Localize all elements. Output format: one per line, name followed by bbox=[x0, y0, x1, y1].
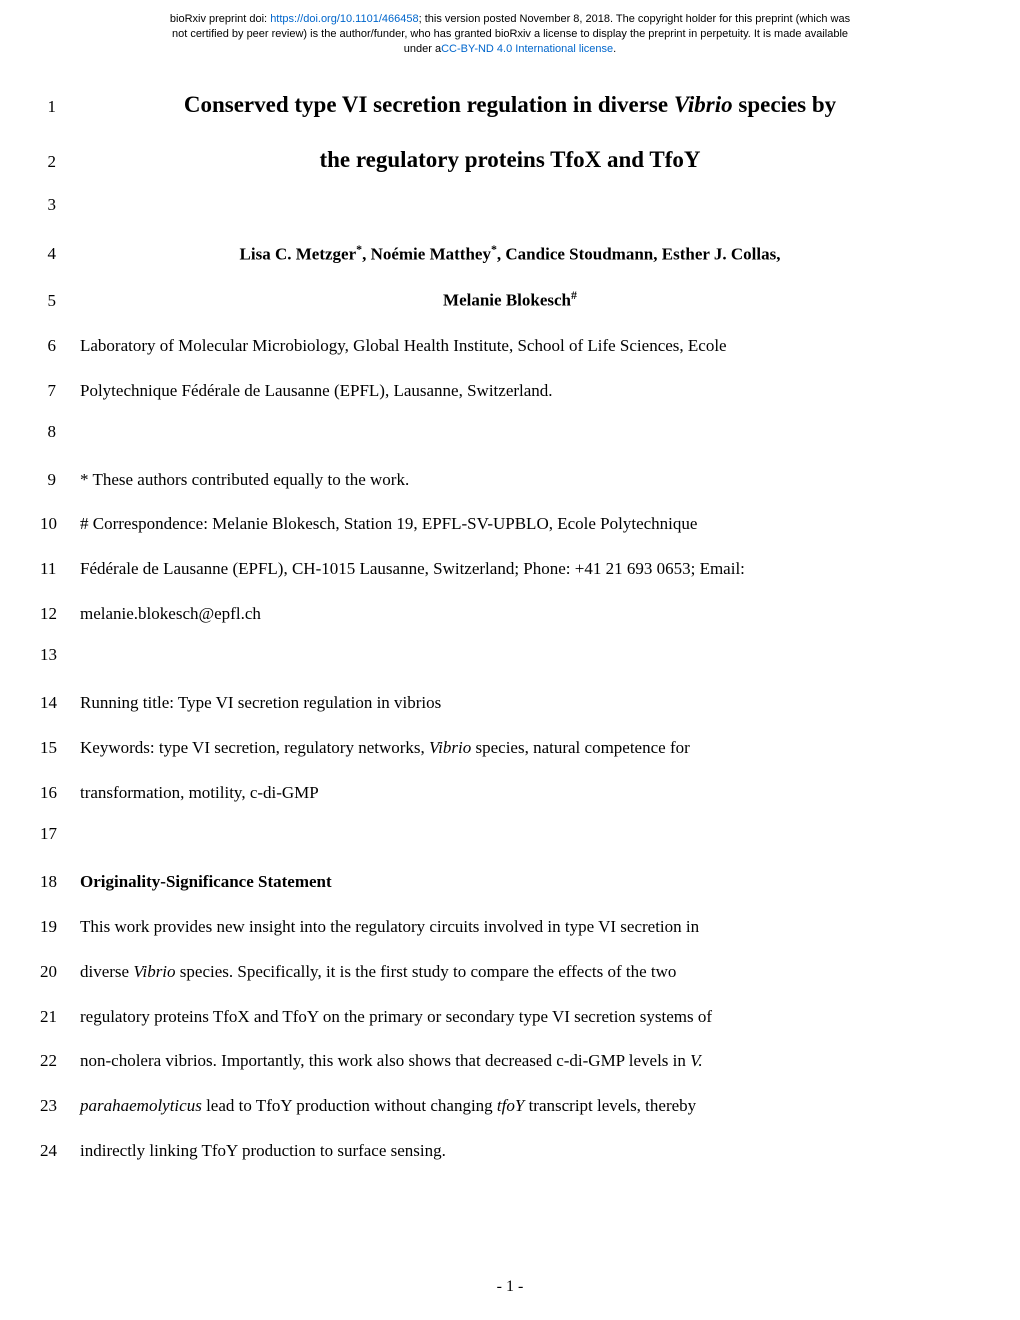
line-16: 16 transformation, motility, c-di-GMP bbox=[40, 779, 940, 808]
line-number: 2 bbox=[40, 152, 80, 172]
line-15: 15 Keywords: type VI secretion, regulato… bbox=[40, 734, 940, 763]
main-content: 1 Conserved type VI secretion regulation… bbox=[0, 65, 1020, 1167]
line-21: 21 regulatory proteins TfoX and TfoY on … bbox=[40, 1003, 940, 1032]
preprint-line3-prefix: under a bbox=[404, 43, 441, 55]
body-text: Polytechnique Fédérale de Lausanne (EPFL… bbox=[80, 377, 940, 406]
title-text: the regulatory proteins TfoX and TfoY bbox=[80, 140, 940, 179]
line-23: 23 parahaemolyticus lead to TfoY product… bbox=[40, 1092, 940, 1121]
line-8: 8 bbox=[40, 422, 940, 450]
doi-link[interactable]: https://doi.org/10.1101/466458 bbox=[270, 13, 418, 25]
body-text: # Correspondence: Melanie Blokesch, Stat… bbox=[80, 510, 940, 539]
body-text: regulatory proteins TfoX and TfoY on the… bbox=[80, 1003, 940, 1032]
line-7: 7 Polytechnique Fédérale de Lausanne (EP… bbox=[40, 377, 940, 406]
line-13: 13 bbox=[40, 645, 940, 673]
line-6: 6 Laboratory of Molecular Microbiology, … bbox=[40, 332, 940, 361]
title-text: Conserved type VI secretion regulation i… bbox=[80, 85, 940, 124]
line-number: 19 bbox=[40, 917, 80, 937]
line-number: 22 bbox=[40, 1051, 80, 1071]
preprint-line1-prefix: bioRxiv preprint doi: bbox=[170, 13, 270, 25]
preprint-line2: not certified by peer review) is the aut… bbox=[172, 28, 848, 40]
line-10: 10 # Correspondence: Melanie Blokesch, S… bbox=[40, 510, 940, 539]
body-text: transformation, motility, c-di-GMP bbox=[80, 779, 940, 808]
line-number: 15 bbox=[40, 738, 80, 758]
body-text: indirectly linking TfoY production to su… bbox=[80, 1137, 940, 1166]
line-number: 5 bbox=[40, 291, 80, 311]
line-number: 10 bbox=[40, 514, 80, 534]
line-number: 8 bbox=[40, 422, 80, 442]
body-text: Keywords: type VI secretion, regulatory … bbox=[80, 734, 940, 763]
author-line: Lisa C. Metzger*, Noémie Matthey*, Candi… bbox=[80, 239, 940, 270]
line-17: 17 bbox=[40, 824, 940, 852]
body-text: Fédérale de Lausanne (EPFL), CH-1015 Lau… bbox=[80, 555, 940, 584]
line-11: 11 Fédérale de Lausanne (EPFL), CH-1015 … bbox=[40, 555, 940, 584]
license-link[interactable]: CC-BY-ND 4.0 International license bbox=[441, 43, 613, 55]
line-2: 2 the regulatory proteins TfoX and TfoY bbox=[40, 140, 940, 179]
line-number: 12 bbox=[40, 604, 80, 624]
line-12: 12 melanie.blokesch@epfl.ch bbox=[40, 600, 940, 629]
line-number: 20 bbox=[40, 962, 80, 982]
body-text: This work provides new insight into the … bbox=[80, 913, 940, 942]
preprint-line3-suffix: . bbox=[613, 43, 616, 55]
line-number: 16 bbox=[40, 783, 80, 803]
line-number: 24 bbox=[40, 1141, 80, 1161]
body-text: non-cholera vibrios. Importantly, this w… bbox=[80, 1047, 940, 1076]
line-number: 1 bbox=[40, 97, 80, 117]
line-number: 23 bbox=[40, 1096, 80, 1116]
line-number: 3 bbox=[40, 195, 80, 215]
line-number: 11 bbox=[40, 559, 80, 579]
line-number: 6 bbox=[40, 336, 80, 356]
line-14: 14 Running title: Type VI secretion regu… bbox=[40, 689, 940, 718]
line-number: 13 bbox=[40, 645, 80, 665]
body-text: Running title: Type VI secretion regulat… bbox=[80, 689, 940, 718]
preprint-line1-suffix: ; this version posted November 8, 2018. … bbox=[419, 13, 850, 25]
line-19: 19 This work provides new insight into t… bbox=[40, 913, 940, 942]
preprint-header: bioRxiv preprint doi: https://doi.org/10… bbox=[0, 0, 1020, 65]
line-number: 4 bbox=[40, 244, 80, 264]
body-text: diverse Vibrio species. Specifically, it… bbox=[80, 958, 940, 987]
page-number: - 1 - bbox=[0, 1278, 1020, 1296]
line-22: 22 non-cholera vibrios. Importantly, thi… bbox=[40, 1047, 940, 1076]
line-number: 17 bbox=[40, 824, 80, 844]
line-number: 7 bbox=[40, 381, 80, 401]
line-18: 18 Originality-Significance Statement bbox=[40, 868, 940, 897]
line-number: 14 bbox=[40, 693, 80, 713]
section-heading: Originality-Significance Statement bbox=[80, 868, 940, 897]
line-24: 24 indirectly linking TfoY production to… bbox=[40, 1137, 940, 1166]
line-number: 18 bbox=[40, 872, 80, 892]
line-number: 21 bbox=[40, 1007, 80, 1027]
line-3: 3 bbox=[40, 195, 940, 223]
line-9: 9 * These authors contributed equally to… bbox=[40, 466, 940, 495]
line-5: 5 Melanie Blokesch# bbox=[40, 285, 940, 316]
line-4: 4 Lisa C. Metzger*, Noémie Matthey*, Can… bbox=[40, 239, 940, 270]
line-number: 9 bbox=[40, 470, 80, 490]
line-1: 1 Conserved type VI secretion regulation… bbox=[40, 85, 940, 124]
body-text: melanie.blokesch@epfl.ch bbox=[80, 600, 940, 629]
body-text: parahaemolyticus lead to TfoY production… bbox=[80, 1092, 940, 1121]
author-line: Melanie Blokesch# bbox=[80, 285, 940, 316]
line-20: 20 diverse Vibrio species. Specifically,… bbox=[40, 958, 940, 987]
body-text: Laboratory of Molecular Microbiology, Gl… bbox=[80, 332, 940, 361]
body-text: * These authors contributed equally to t… bbox=[80, 466, 940, 495]
